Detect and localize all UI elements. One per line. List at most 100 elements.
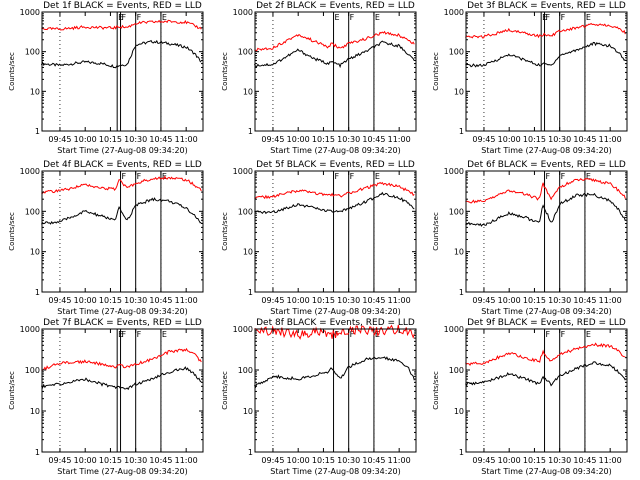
y-tick-label: 1 xyxy=(459,288,464,297)
event-flag: E xyxy=(586,330,591,339)
x-tick-label: 10:30 xyxy=(548,456,571,465)
detector-panel-5f: Det 5f BLACK = Events, RED = LLD F F E 1000 1… xyxy=(221,160,417,316)
y-tick-label: 1 xyxy=(35,448,40,457)
y-tick-label: 10 xyxy=(30,87,40,96)
plot-frame xyxy=(465,11,628,132)
event-flag: F xyxy=(561,172,566,181)
y-axis-label: Counts/sec xyxy=(8,371,16,410)
x-tick-label: 10:45 xyxy=(362,296,385,305)
event-flag: F xyxy=(350,13,355,22)
x-tick-label: 10:45 xyxy=(362,456,385,465)
x-axis-label: Start Time (27-Aug-08 09:34:20) xyxy=(57,467,188,476)
x-tick-label: 09:45 xyxy=(472,135,495,144)
panel-title: Det 1f BLACK = Events, RED = LLD xyxy=(43,1,202,11)
detector-panel-9f: Det 9f BLACK = Events, RED = LLD F F E 1000 1… xyxy=(432,318,628,476)
x-tick-label: 09:45 xyxy=(472,296,495,305)
lld-series-line xyxy=(41,347,202,371)
y-tick-label: 1 xyxy=(35,288,40,297)
x-tick-label: 10:45 xyxy=(149,296,172,305)
x-tick-label: 10:45 xyxy=(573,135,596,144)
events-series-line xyxy=(40,39,202,69)
y-tick-label: 1000 xyxy=(444,167,464,176)
event-flag: E xyxy=(162,330,167,339)
detector-panel-7f: Det 7f BLACK = Events, RED = LLDEFFE1000… xyxy=(8,318,204,476)
lld-series-line xyxy=(465,342,626,366)
lld-series-line xyxy=(41,19,202,31)
x-tick-label: 09:45 xyxy=(261,296,284,305)
lld-series-line xyxy=(254,181,415,200)
y-tick-label: 1 xyxy=(248,288,253,297)
event-flag: F xyxy=(137,13,142,22)
x-tick-label: 09:45 xyxy=(48,296,71,305)
event-flag: F xyxy=(546,330,551,339)
event-flag: E xyxy=(375,172,380,181)
y-tick-label: 100 xyxy=(25,48,40,57)
event-flag: F xyxy=(561,13,566,22)
x-tick-label: 09:45 xyxy=(261,456,284,465)
x-tick-label: 10:15 xyxy=(523,135,546,144)
event-flag: F xyxy=(137,330,142,339)
y-axis-label: Counts/sec xyxy=(8,52,16,91)
x-tick-label: 10:00 xyxy=(74,296,97,305)
x-tick-label: 09:45 xyxy=(472,456,495,465)
x-tick-label: 10:15 xyxy=(312,135,335,144)
x-axis-label: Start Time (27-Aug-08 09:34:20) xyxy=(481,467,612,476)
y-tick-label: 1000 xyxy=(20,325,40,334)
panel-title: Det 3f BLACK = Events, RED = LLD xyxy=(467,1,626,11)
plot-frame xyxy=(41,170,204,293)
events-series-line xyxy=(253,40,415,69)
y-axis-label: Counts/sec xyxy=(8,212,16,251)
events-series-line xyxy=(465,41,626,68)
panel-title: Det 5f BLACK = Events, RED = LLD xyxy=(256,160,415,170)
x-tick-label: 10:30 xyxy=(548,135,571,144)
x-tick-label: 10:15 xyxy=(99,296,122,305)
x-tick-label: 11:00 xyxy=(599,296,622,305)
y-tick-label: 10 xyxy=(243,407,253,416)
y-axis-label: Counts/sec xyxy=(221,371,229,410)
y-tick-label: 1 xyxy=(459,448,464,457)
y-tick-label: 10 xyxy=(243,248,253,257)
events-series-line xyxy=(465,361,626,387)
panel-title: Det 4f BLACK = Events, RED = LLD xyxy=(43,160,202,170)
x-tick-label: 10:30 xyxy=(337,135,360,144)
y-tick-label: 100 xyxy=(25,207,40,216)
x-tick-label: 11:00 xyxy=(388,456,411,465)
panel-title: Det 8f BLACK = Events, RED = LLD xyxy=(256,318,415,328)
event-flag: F xyxy=(122,172,127,181)
plot-frame xyxy=(254,11,417,132)
y-tick-label: 10 xyxy=(454,87,464,96)
x-tick-label: 11:00 xyxy=(175,456,198,465)
x-tick-label: 10:45 xyxy=(573,296,596,305)
y-tick-label: 100 xyxy=(449,207,464,216)
x-tick-label: 10:00 xyxy=(74,456,97,465)
y-tick-label: 1000 xyxy=(233,167,253,176)
event-flag: F xyxy=(122,330,127,339)
y-tick-label: 100 xyxy=(238,48,253,57)
plot-frame xyxy=(254,328,417,453)
event-flag: F xyxy=(350,330,355,339)
x-tick-label: 10:00 xyxy=(287,456,310,465)
panel-title: Det 7f BLACK = Events, RED = LLD xyxy=(43,318,202,328)
y-tick-label: 10 xyxy=(30,407,40,416)
y-tick-label: 100 xyxy=(449,366,464,375)
x-axis-label: Start Time (27-Aug-08 09:34:20) xyxy=(57,146,188,155)
y-axis-label: Counts/sec xyxy=(432,371,440,410)
x-tick-label: 10:00 xyxy=(498,296,521,305)
y-tick-label: 1000 xyxy=(444,8,464,17)
y-tick-label: 1 xyxy=(459,127,464,136)
y-tick-label: 10 xyxy=(454,248,464,257)
x-tick-label: 11:00 xyxy=(388,135,411,144)
x-tick-label: 09:45 xyxy=(48,135,71,144)
y-tick-label: 10 xyxy=(454,407,464,416)
event-flag: F xyxy=(350,172,355,181)
plot-frame xyxy=(254,170,417,293)
y-axis-label: Counts/sec xyxy=(432,52,440,91)
x-tick-label: 10:45 xyxy=(149,135,172,144)
x-tick-label: 10:00 xyxy=(498,456,521,465)
panel-title: Det 6f BLACK = Events, RED = LLD xyxy=(467,160,626,170)
x-tick-label: 10:30 xyxy=(124,296,147,305)
x-tick-label: 10:30 xyxy=(337,456,360,465)
event-flag: E xyxy=(586,13,591,22)
y-tick-label: 100 xyxy=(238,366,253,375)
